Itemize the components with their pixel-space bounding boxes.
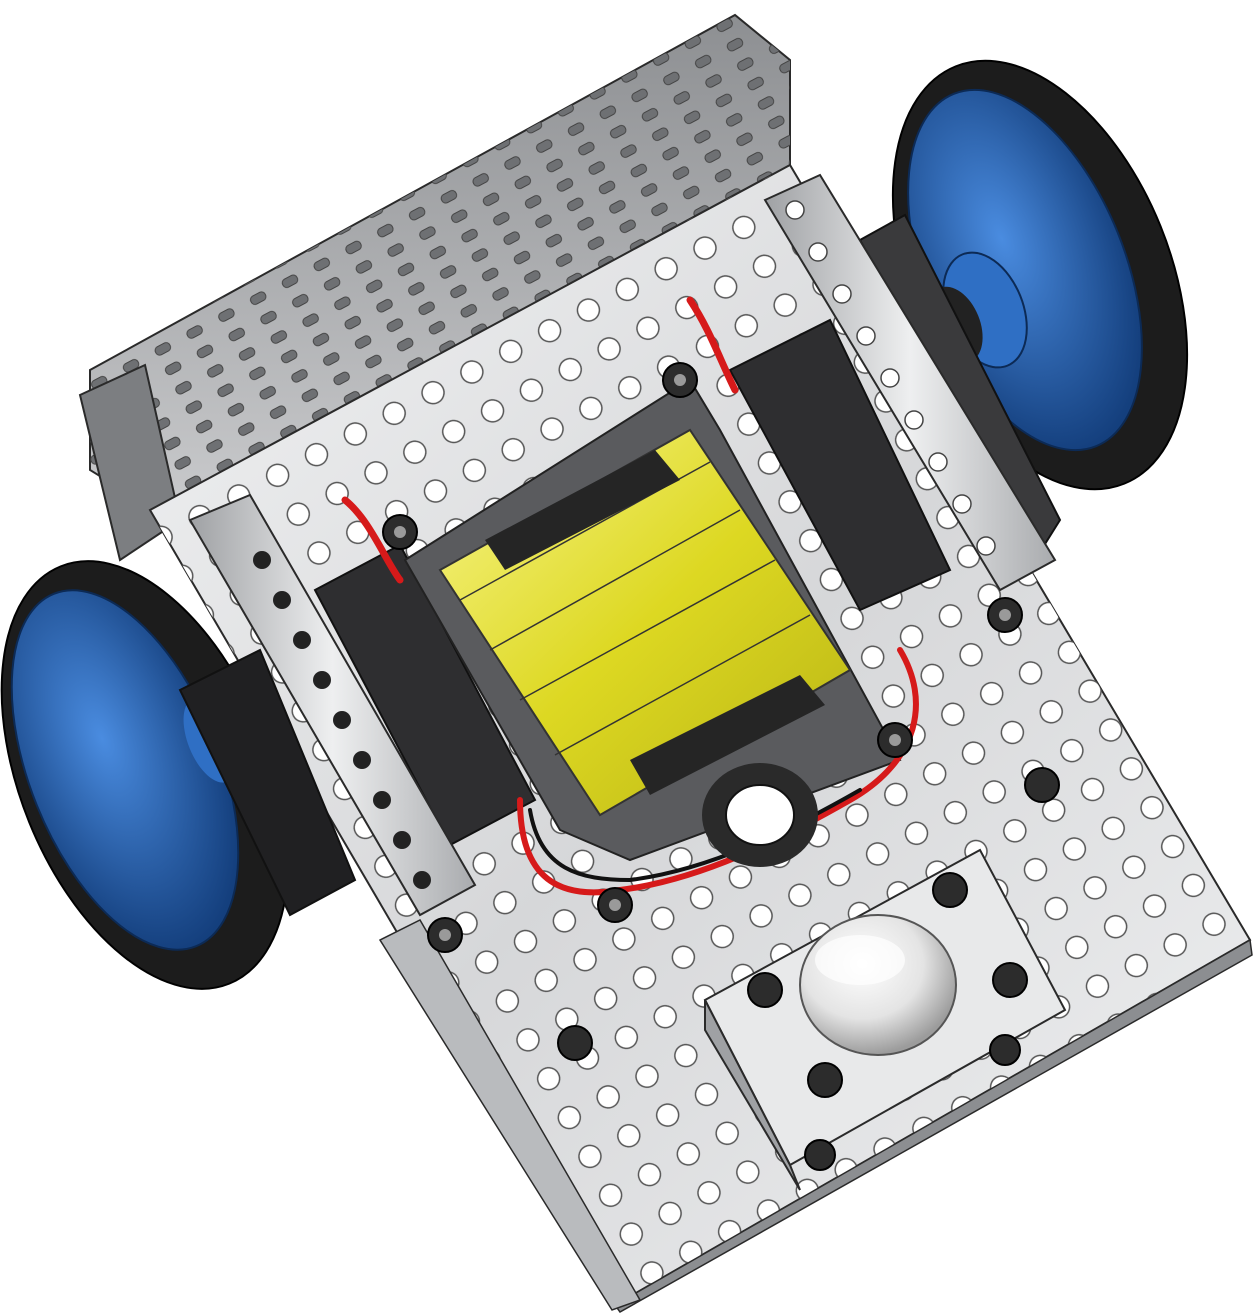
battery-pack: [438, 428, 852, 817]
center-grommet: [702, 763, 818, 867]
left-wheel: [0, 560, 290, 990]
left-bracket-bar: [188, 493, 477, 917]
right-bracket-bar: [763, 173, 1057, 592]
caster-housing: [703, 848, 1067, 1191]
left-servo: [178, 543, 537, 917]
right-servo: [728, 213, 1062, 612]
